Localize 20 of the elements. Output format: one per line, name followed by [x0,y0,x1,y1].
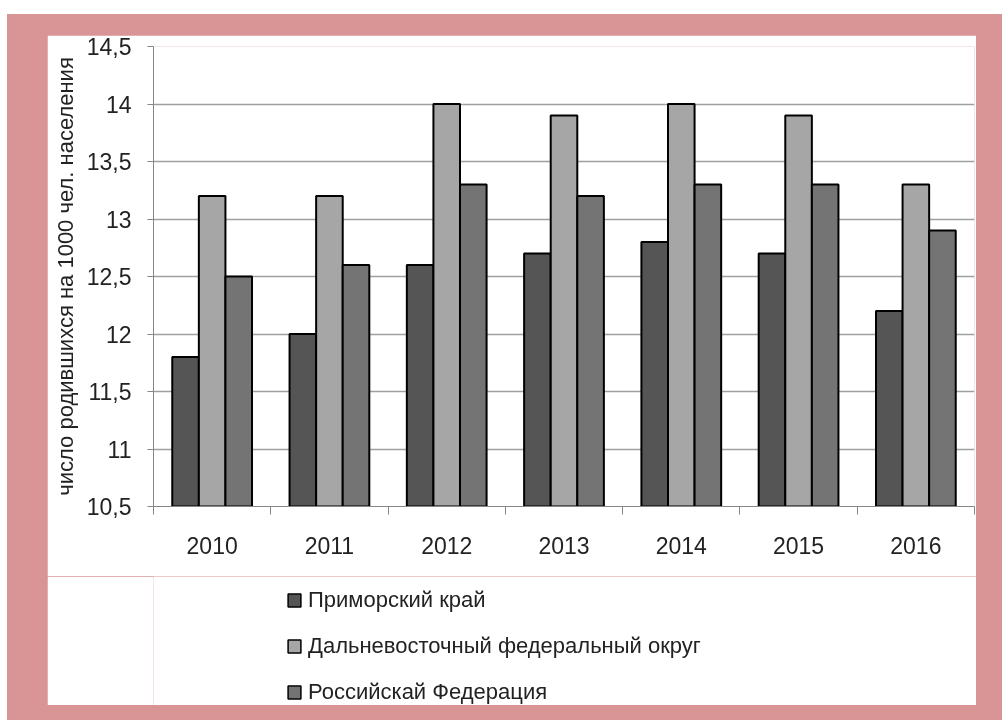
y-axis-title: число родившихся на 1000 чел. населения [52,57,78,496]
y-tick-label: 14 [105,91,132,118]
x-tick-label: 2011 [304,532,355,559]
x-tick-label: 2012 [421,532,473,559]
y-tick-label: 14,5 [86,34,132,60]
y-tick-label: 10,5 [86,494,132,520]
y-tick-label: 12 [105,321,132,348]
x-tick-label: 2014 [655,532,708,559]
x-tick-label: 2013 [538,532,590,559]
y-tick-label: 11,5 [88,379,132,405]
y-tick-label: 12,5 [86,264,132,290]
y-tick-label: 13 [105,206,132,233]
legend-label: Российскай Федерация [308,679,548,705]
y-tick-label: 11 [107,436,132,463]
legend-label: Приморский край [308,587,486,613]
y-tick-label: 13,5 [86,149,132,175]
legend-label: Дальневосточный федеральный округ [308,633,701,659]
x-tick-label: 2016 [890,532,942,559]
x-tick-label: 2015 [772,532,825,559]
x-tick-label: 2010 [186,532,238,559]
